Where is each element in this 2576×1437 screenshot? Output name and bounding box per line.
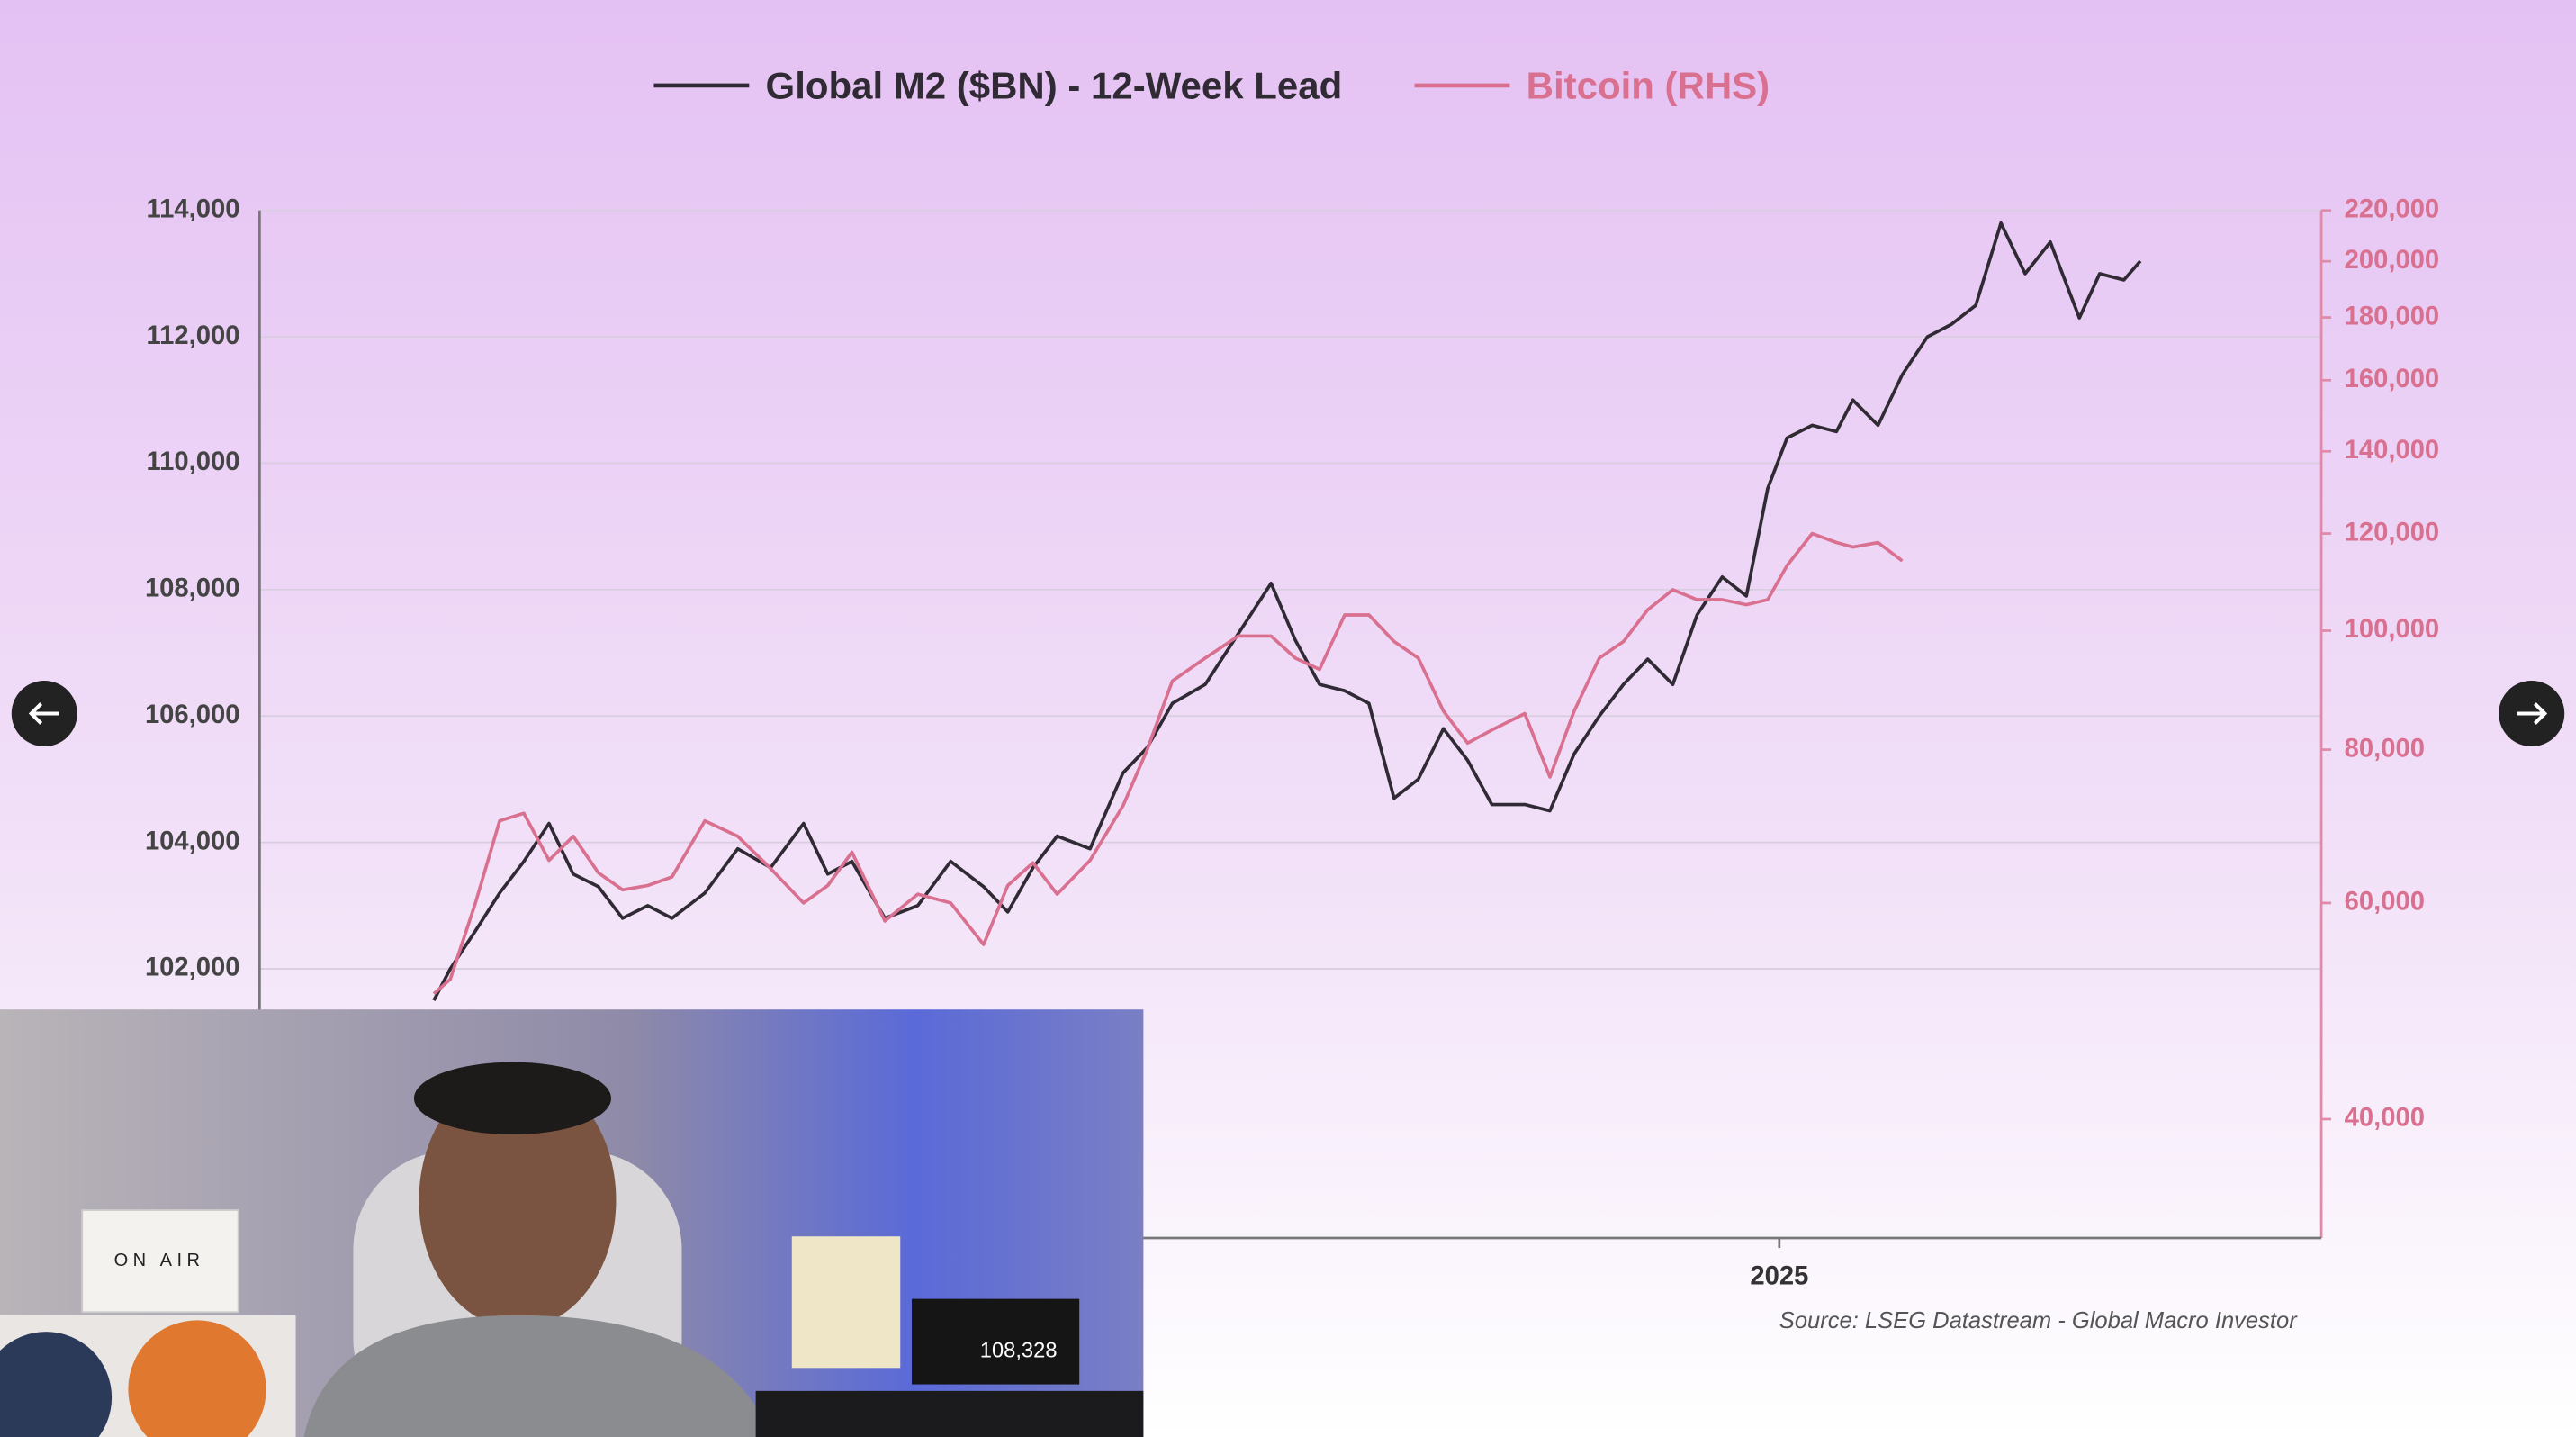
y2-tick-label: 220,000 xyxy=(2345,194,2440,223)
y-tick-label: 114,000 xyxy=(147,194,240,223)
ticker-display xyxy=(912,1298,1080,1385)
person-hair xyxy=(413,1062,611,1134)
nav-prev[interactable] xyxy=(11,681,77,747)
y2-tick-label: 60,000 xyxy=(2345,888,2425,917)
legend-label: Global M2 ($BN) - 12-Week Lead xyxy=(766,65,1343,107)
award xyxy=(791,1236,901,1369)
arrow-left xyxy=(28,702,59,725)
person-head xyxy=(419,1071,617,1329)
x-tick-label: 2025 xyxy=(1750,1262,1808,1291)
desk xyxy=(755,1390,1144,1437)
y2-tick-label: 200,000 xyxy=(2345,246,2440,275)
y2-tick-label: 160,000 xyxy=(2345,365,2440,393)
y-tick-label: 110,000 xyxy=(147,447,240,476)
y-tick-label: 112,000 xyxy=(147,321,240,350)
on-air-text: ON AIR xyxy=(114,1251,205,1270)
y-tick-label: 104,000 xyxy=(145,827,240,855)
webcam-overlay: ON AIR 108,328 xyxy=(0,1009,1144,1437)
bitcoin-decor xyxy=(128,1320,266,1437)
y2-tick-label: 140,000 xyxy=(2345,436,2440,465)
plot-area: 102,000 104,000 106,000 108,000 110,000 112,0… xyxy=(145,194,2439,1290)
y2-tick-label: 180,000 xyxy=(2345,302,2440,330)
ticker-price: 108,328 xyxy=(980,1339,1058,1362)
arrow-right xyxy=(2517,702,2548,725)
y2-tick-label: 120,000 xyxy=(2345,518,2440,547)
y2-tick-label: 80,000 xyxy=(2345,734,2425,763)
series-line xyxy=(432,221,2142,1001)
eth-decor xyxy=(0,1332,113,1437)
y-tick-label: 106,000 xyxy=(145,700,240,729)
on-air-sign xyxy=(81,1209,239,1314)
y-tick-label: 108,000 xyxy=(145,574,240,603)
nav-next[interactable] xyxy=(2499,681,2565,747)
legend-label: Bitcoin (RHS) xyxy=(1527,65,1770,107)
source-note: Source: LSEG Datastream - Global Macro I… xyxy=(1779,1308,2298,1333)
y2-tick-label: 40,000 xyxy=(2345,1104,2425,1133)
series-line xyxy=(432,531,1904,996)
person-shirt xyxy=(303,1315,772,1437)
y-tick-label: 102,000 xyxy=(145,953,240,982)
y2-tick-label: 100,000 xyxy=(2345,615,2440,644)
